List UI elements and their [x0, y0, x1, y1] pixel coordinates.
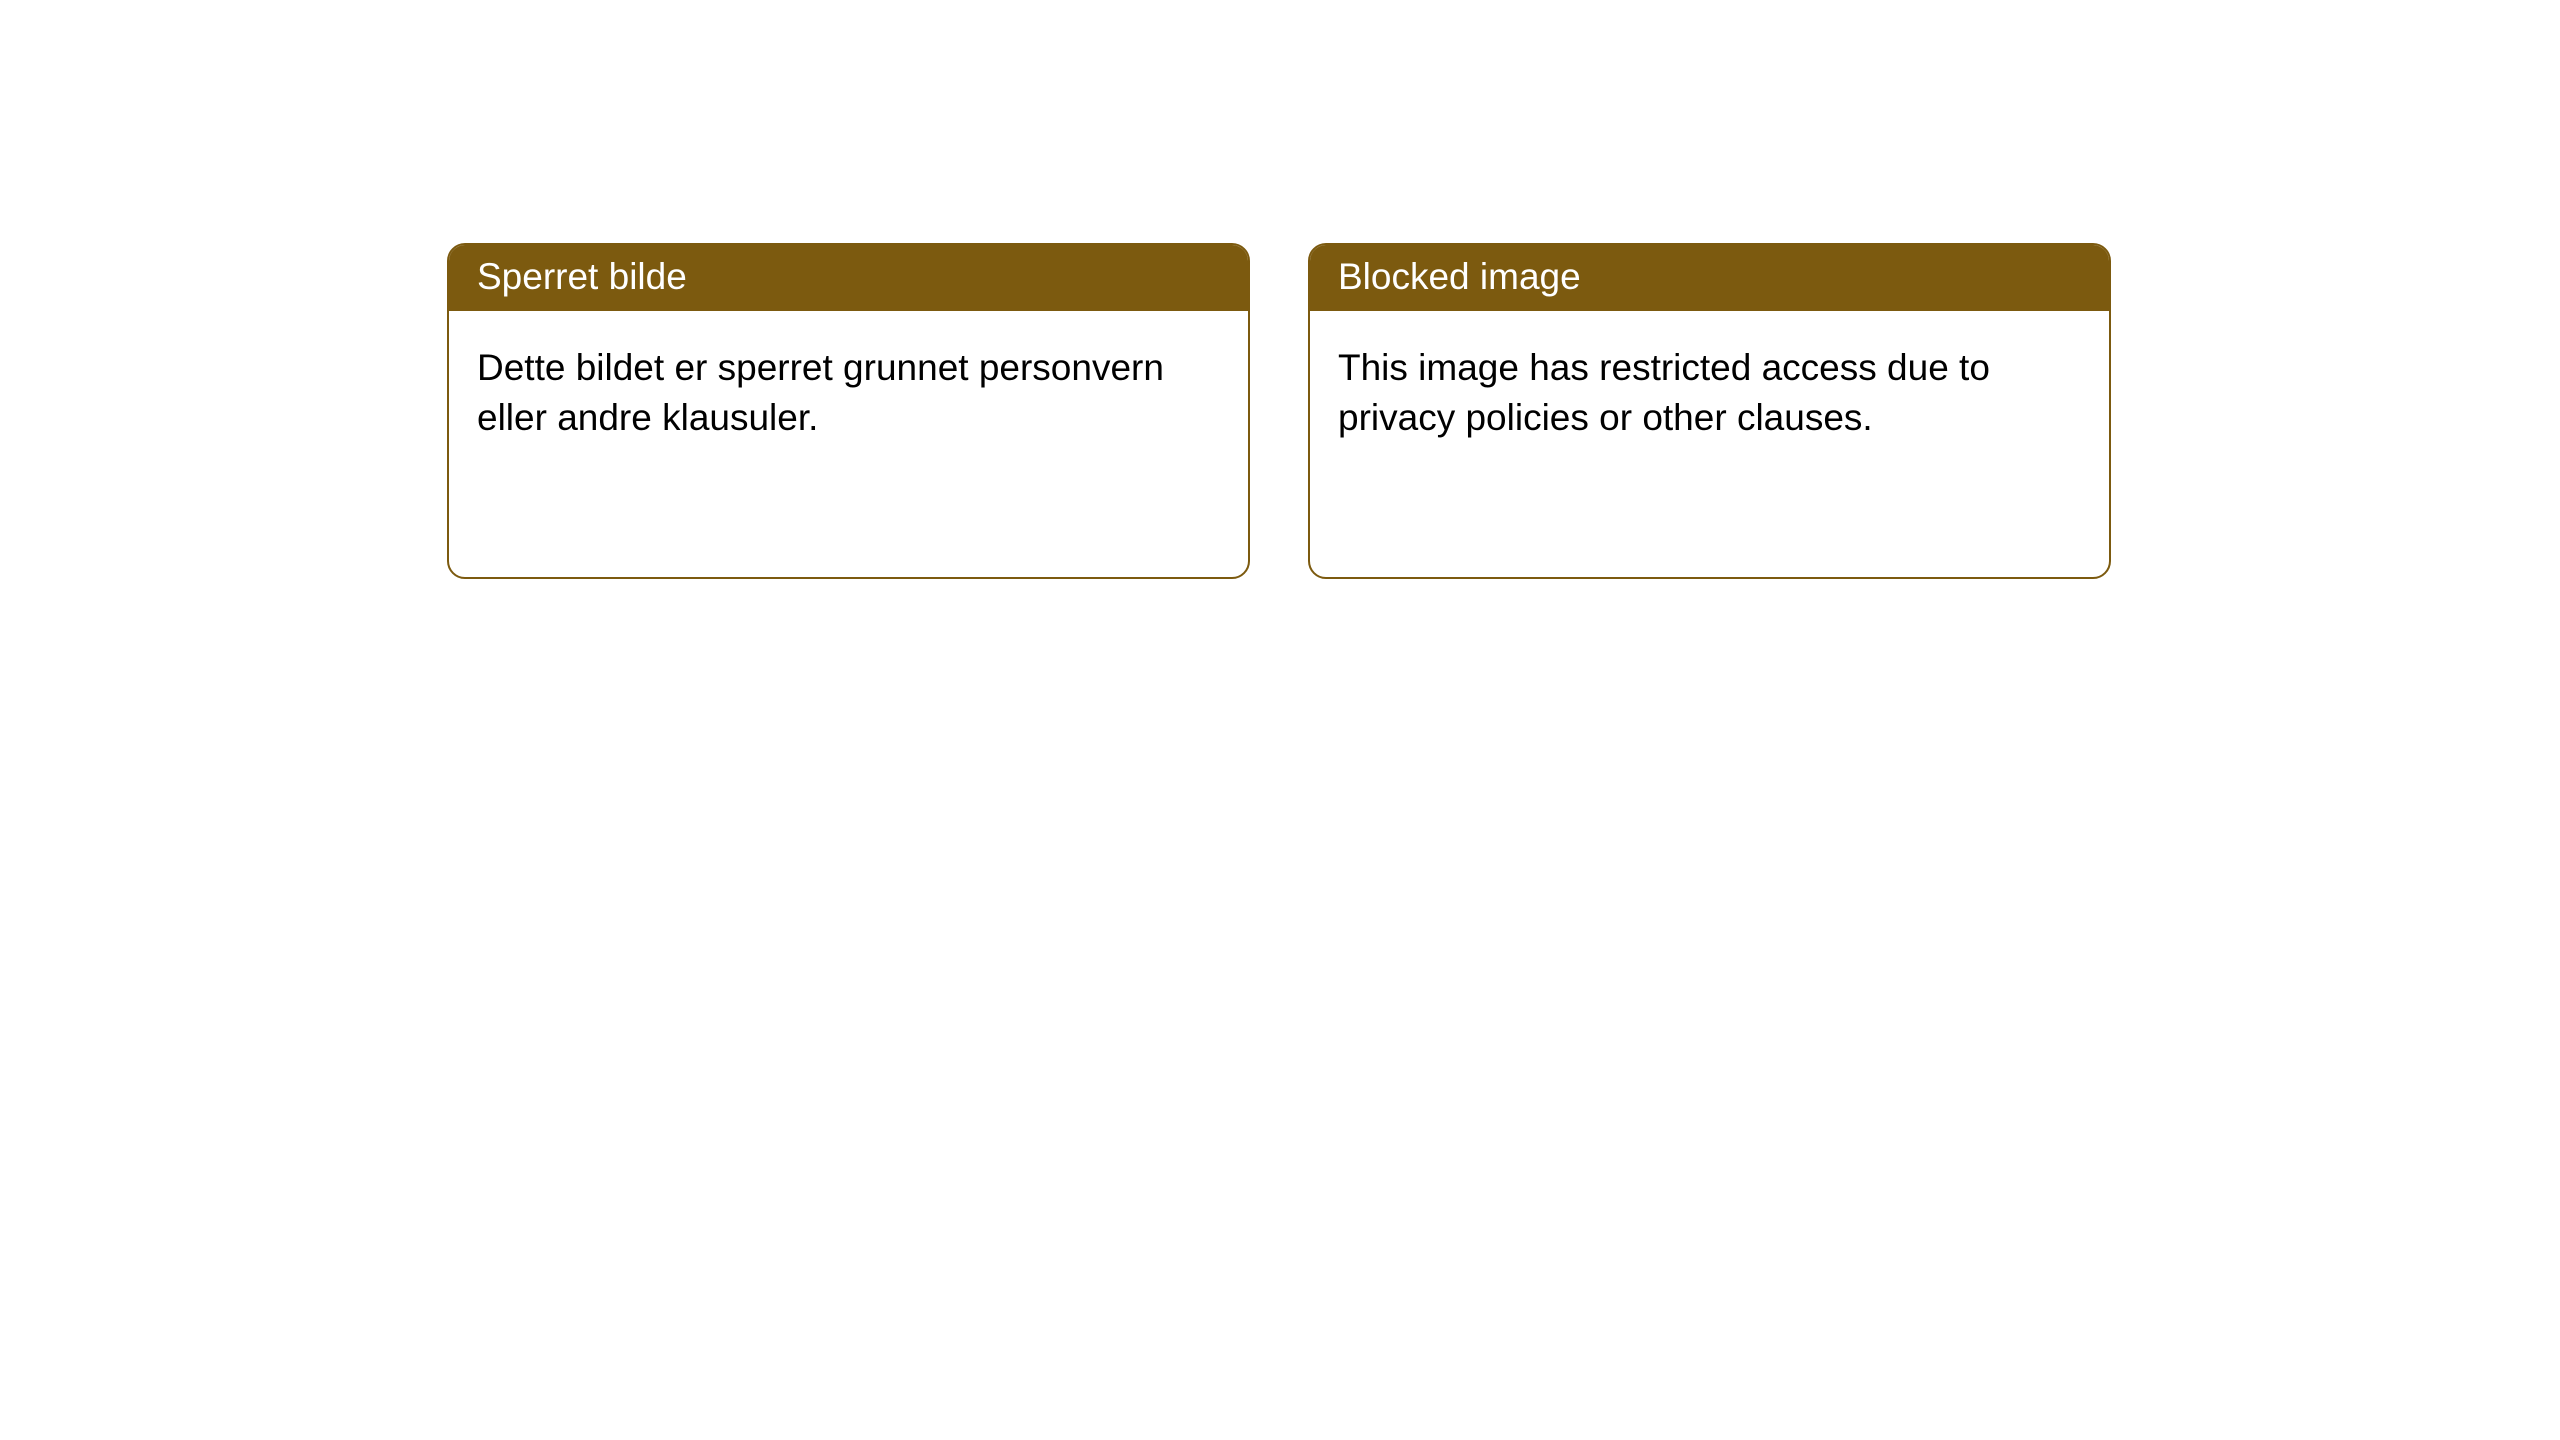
notice-card-title: Blocked image: [1310, 245, 2109, 311]
notice-card-english: Blocked image This image has restricted …: [1308, 243, 2111, 579]
notice-cards-container: Sperret bilde Dette bildet er sperret gr…: [0, 0, 2560, 579]
notice-card-body: This image has restricted access due to …: [1310, 311, 2109, 475]
notice-card-body: Dette bildet er sperret grunnet personve…: [449, 311, 1248, 475]
notice-card-title: Sperret bilde: [449, 245, 1248, 311]
notice-card-norwegian: Sperret bilde Dette bildet er sperret gr…: [447, 243, 1250, 579]
